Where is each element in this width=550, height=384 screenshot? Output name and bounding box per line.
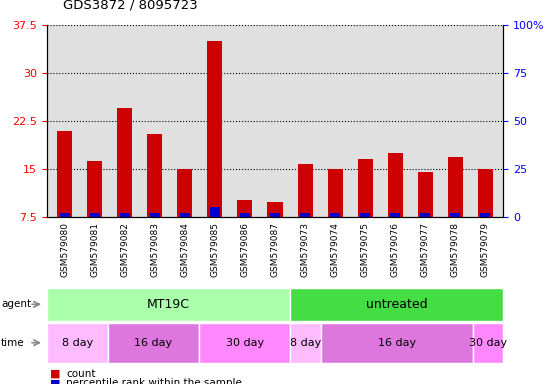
- Bar: [298, 164, 312, 217]
- Bar: [117, 108, 133, 217]
- Text: GSM579076: GSM579076: [390, 222, 400, 277]
- Bar: [199, 323, 290, 363]
- Text: GSM579081: GSM579081: [90, 222, 100, 277]
- Text: 30 day: 30 day: [226, 338, 263, 348]
- Bar: [210, 207, 220, 217]
- Text: GDS3872 / 8095723: GDS3872 / 8095723: [63, 0, 198, 12]
- Text: GSM579078: GSM579078: [450, 222, 460, 277]
- Bar: [448, 157, 463, 217]
- Bar: [388, 153, 403, 217]
- Bar: [47, 288, 290, 321]
- Text: 8 day: 8 day: [62, 338, 93, 348]
- Bar: [450, 213, 460, 217]
- Text: GSM579079: GSM579079: [481, 222, 490, 277]
- Bar: [207, 41, 222, 217]
- Bar: [178, 169, 192, 217]
- Bar: [478, 169, 493, 217]
- Text: time: time: [1, 338, 25, 348]
- Text: 16 day: 16 day: [378, 338, 416, 348]
- Bar: [240, 213, 250, 217]
- Text: GSM579086: GSM579086: [240, 222, 250, 277]
- Text: GSM579080: GSM579080: [60, 222, 69, 277]
- Bar: [47, 323, 108, 363]
- Bar: [290, 323, 321, 363]
- Bar: [119, 213, 130, 217]
- Bar: [420, 213, 431, 217]
- Text: percentile rank within the sample: percentile rank within the sample: [66, 378, 242, 384]
- Bar: [417, 172, 433, 217]
- Text: count: count: [66, 369, 96, 379]
- Bar: [147, 134, 162, 217]
- Text: agent: agent: [1, 299, 31, 310]
- Text: GSM579073: GSM579073: [300, 222, 310, 277]
- Bar: [358, 159, 372, 217]
- Text: GSM579084: GSM579084: [180, 222, 189, 277]
- Text: 16 day: 16 day: [134, 338, 172, 348]
- Text: GSM579077: GSM579077: [421, 222, 430, 277]
- Bar: [57, 131, 72, 217]
- Bar: [480, 213, 491, 217]
- Bar: [330, 213, 340, 217]
- Bar: [59, 213, 70, 217]
- Text: GSM579074: GSM579074: [331, 222, 339, 277]
- Bar: [328, 169, 343, 217]
- Text: GSM579085: GSM579085: [211, 222, 219, 277]
- Bar: [180, 213, 190, 217]
- Text: GSM579082: GSM579082: [120, 222, 129, 277]
- Bar: [390, 213, 400, 217]
- Text: 8 day: 8 day: [290, 338, 321, 348]
- Bar: [270, 213, 280, 217]
- Text: MT19C: MT19C: [147, 298, 190, 311]
- Text: ■: ■: [50, 378, 60, 384]
- Bar: [238, 200, 252, 217]
- Text: GSM579087: GSM579087: [271, 222, 279, 277]
- Bar: [90, 213, 100, 217]
- Text: GSM579083: GSM579083: [150, 222, 159, 277]
- Bar: [108, 323, 199, 363]
- Bar: [300, 213, 310, 217]
- Bar: [321, 323, 473, 363]
- Bar: [360, 213, 370, 217]
- Text: 30 day: 30 day: [469, 338, 507, 348]
- Bar: [150, 213, 160, 217]
- Text: GSM579075: GSM579075: [361, 222, 370, 277]
- Text: untreated: untreated: [366, 298, 427, 311]
- Bar: [87, 161, 102, 217]
- Bar: [473, 323, 503, 363]
- Bar: [267, 202, 283, 217]
- Text: ■: ■: [50, 369, 60, 379]
- Bar: [290, 288, 503, 321]
